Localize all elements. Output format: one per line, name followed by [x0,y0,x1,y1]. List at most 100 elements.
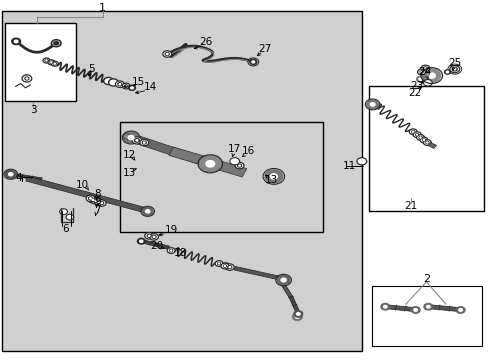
Circle shape [417,69,425,75]
Circle shape [419,71,422,73]
Text: 3: 3 [30,105,37,115]
Circle shape [412,132,420,138]
Circle shape [51,40,61,47]
Circle shape [97,200,106,206]
Circle shape [420,65,429,72]
Circle shape [94,199,103,205]
Circle shape [88,197,92,200]
Circle shape [153,236,155,238]
Circle shape [413,309,417,311]
Circle shape [123,132,138,143]
Circle shape [5,170,16,178]
Circle shape [264,170,282,183]
Circle shape [92,199,94,201]
Circle shape [281,278,285,282]
Circle shape [424,68,426,69]
Circle shape [270,174,277,179]
Circle shape [22,75,32,82]
Text: 17: 17 [227,144,241,154]
Circle shape [143,142,145,143]
Circle shape [237,164,241,167]
Circle shape [356,158,366,165]
Circle shape [128,85,135,90]
Circle shape [66,214,74,220]
Polygon shape [370,102,381,109]
Polygon shape [288,297,300,314]
Polygon shape [234,266,284,281]
Circle shape [134,139,139,142]
Text: 13: 13 [122,168,136,178]
Circle shape [411,131,414,133]
Circle shape [223,265,226,267]
Circle shape [229,158,239,165]
Text: 15: 15 [131,77,145,87]
Circle shape [416,135,424,140]
Circle shape [118,83,122,86]
Circle shape [9,173,13,176]
Text: 4: 4 [15,173,22,183]
Circle shape [225,264,234,270]
Circle shape [412,131,413,132]
Circle shape [455,307,464,313]
Circle shape [124,85,127,87]
Text: 27: 27 [258,44,271,54]
Circle shape [380,303,389,310]
Circle shape [227,266,231,269]
Circle shape [136,140,138,141]
Circle shape [423,67,427,70]
Circle shape [89,198,91,199]
Circle shape [145,210,149,213]
Circle shape [217,262,220,265]
Text: 12: 12 [122,150,136,160]
Circle shape [249,59,256,64]
Circle shape [166,53,168,55]
Circle shape [132,137,142,144]
Circle shape [152,235,156,238]
Polygon shape [141,240,169,249]
Circle shape [218,263,219,264]
Polygon shape [427,143,436,148]
Bar [2,11,361,351]
Bar [368,86,483,211]
Circle shape [94,199,98,202]
Circle shape [54,41,59,45]
Circle shape [149,234,158,240]
Text: 19: 19 [164,225,178,235]
Circle shape [46,60,47,61]
Circle shape [458,309,462,311]
Circle shape [416,76,424,82]
Circle shape [140,240,142,242]
Text: 24: 24 [417,67,430,77]
Circle shape [425,141,428,144]
Text: 1: 1 [99,3,106,13]
Circle shape [238,165,240,166]
Circle shape [446,71,447,73]
Circle shape [418,136,421,139]
Bar [120,122,322,232]
Circle shape [51,61,58,66]
Text: 16: 16 [241,146,255,156]
Text: 8: 8 [94,189,101,199]
Circle shape [137,238,145,244]
Circle shape [449,66,459,73]
Circle shape [199,156,221,172]
Polygon shape [168,147,246,177]
Text: 22: 22 [407,88,421,98]
Circle shape [167,248,175,253]
Circle shape [366,100,378,109]
Circle shape [451,67,456,71]
Text: 2: 2 [422,274,429,284]
Circle shape [419,137,420,138]
Circle shape [144,233,153,239]
Polygon shape [12,173,42,181]
Circle shape [91,198,100,204]
Circle shape [14,40,18,43]
Circle shape [108,79,118,86]
Circle shape [423,80,431,86]
Circle shape [60,209,67,215]
Circle shape [251,61,254,63]
Circle shape [423,140,430,145]
Circle shape [43,58,50,63]
Circle shape [423,303,432,310]
Text: 25: 25 [447,58,461,68]
